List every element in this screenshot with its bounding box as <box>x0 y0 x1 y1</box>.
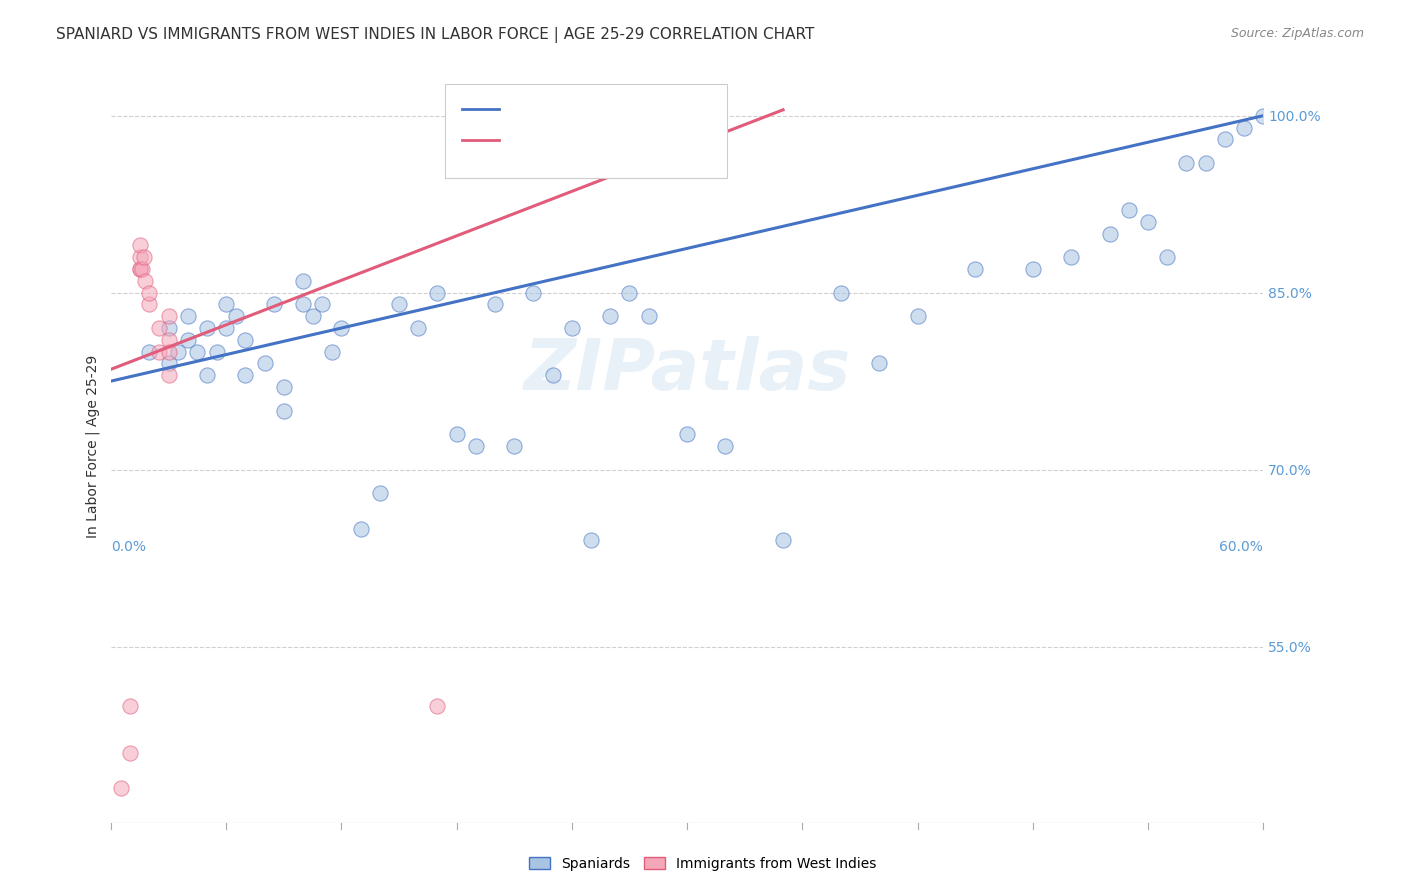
Point <box>1098 227 1121 241</box>
Point <box>1175 156 1198 170</box>
Point <box>233 368 256 383</box>
FancyBboxPatch shape <box>446 84 727 178</box>
Point <box>120 698 142 713</box>
Point <box>907 310 929 324</box>
Point <box>561 321 583 335</box>
Point <box>599 310 621 324</box>
Point <box>157 333 180 347</box>
Point <box>157 321 180 335</box>
Point <box>676 427 699 442</box>
Point <box>541 368 564 383</box>
Point <box>522 285 544 300</box>
Point <box>263 297 285 311</box>
Point <box>311 297 333 311</box>
Point <box>131 262 153 277</box>
Text: N = 59: N = 59 <box>617 103 675 118</box>
Point <box>1118 203 1140 218</box>
Point <box>714 439 737 453</box>
Point <box>225 310 247 324</box>
Point <box>205 344 228 359</box>
Point <box>1233 120 1256 135</box>
Point <box>215 321 238 335</box>
Point <box>368 486 391 500</box>
Point <box>157 356 180 370</box>
Point <box>128 262 150 277</box>
Point <box>1136 215 1159 229</box>
Point <box>273 380 295 394</box>
Point <box>291 297 314 311</box>
Point <box>619 285 641 300</box>
Point <box>128 250 150 264</box>
Point <box>157 310 180 324</box>
Point <box>291 274 314 288</box>
Point <box>1156 250 1178 264</box>
Point <box>128 238 150 252</box>
Point <box>1022 262 1045 277</box>
Point <box>195 321 218 335</box>
Point <box>321 344 343 359</box>
Text: R = 0.523: R = 0.523 <box>506 103 589 118</box>
Point <box>138 285 160 300</box>
Point <box>167 344 190 359</box>
Point <box>157 344 180 359</box>
Point <box>965 262 987 277</box>
Point <box>301 310 323 324</box>
Point <box>426 698 449 713</box>
Point <box>148 344 170 359</box>
Point <box>177 310 200 324</box>
Point <box>772 533 794 548</box>
Point <box>330 321 353 335</box>
Point <box>637 310 659 324</box>
Text: ZIPatlas: ZIPatlas <box>523 336 851 405</box>
Point <box>120 746 142 760</box>
Point <box>134 274 156 288</box>
Point <box>868 356 890 370</box>
Point <box>132 250 155 264</box>
Point <box>138 344 160 359</box>
Point <box>233 333 256 347</box>
Point <box>388 297 411 311</box>
Point <box>446 427 468 442</box>
Point <box>579 533 602 548</box>
Text: 0.0%: 0.0% <box>111 541 146 554</box>
Point <box>349 522 371 536</box>
Legend: Spaniards, Immigrants from West Indies: Spaniards, Immigrants from West Indies <box>524 851 882 876</box>
Point <box>195 368 218 383</box>
Point <box>464 439 486 453</box>
Point <box>138 297 160 311</box>
Point <box>177 333 200 347</box>
Text: N = 19: N = 19 <box>617 134 675 149</box>
Point <box>215 297 238 311</box>
Point <box>273 403 295 417</box>
Text: 60.0%: 60.0% <box>1219 541 1263 554</box>
Point <box>1194 156 1216 170</box>
Text: SPANIARD VS IMMIGRANTS FROM WEST INDIES IN LABOR FORCE | AGE 25-29 CORRELATION C: SPANIARD VS IMMIGRANTS FROM WEST INDIES … <box>56 27 814 43</box>
Text: R = 0.416: R = 0.416 <box>506 134 589 149</box>
Point <box>484 297 506 311</box>
Point <box>157 368 180 383</box>
Text: Source: ZipAtlas.com: Source: ZipAtlas.com <box>1230 27 1364 40</box>
Point <box>426 285 449 300</box>
Y-axis label: In Labor Force | Age 25-29: In Labor Force | Age 25-29 <box>86 354 100 538</box>
Point <box>186 344 208 359</box>
Point <box>1251 109 1274 123</box>
Point <box>406 321 429 335</box>
Point <box>1060 250 1083 264</box>
Point <box>110 781 132 796</box>
Point <box>503 439 526 453</box>
Point <box>148 321 170 335</box>
Point <box>253 356 276 370</box>
Point <box>830 285 852 300</box>
Point <box>1213 132 1236 146</box>
Point <box>128 262 150 277</box>
